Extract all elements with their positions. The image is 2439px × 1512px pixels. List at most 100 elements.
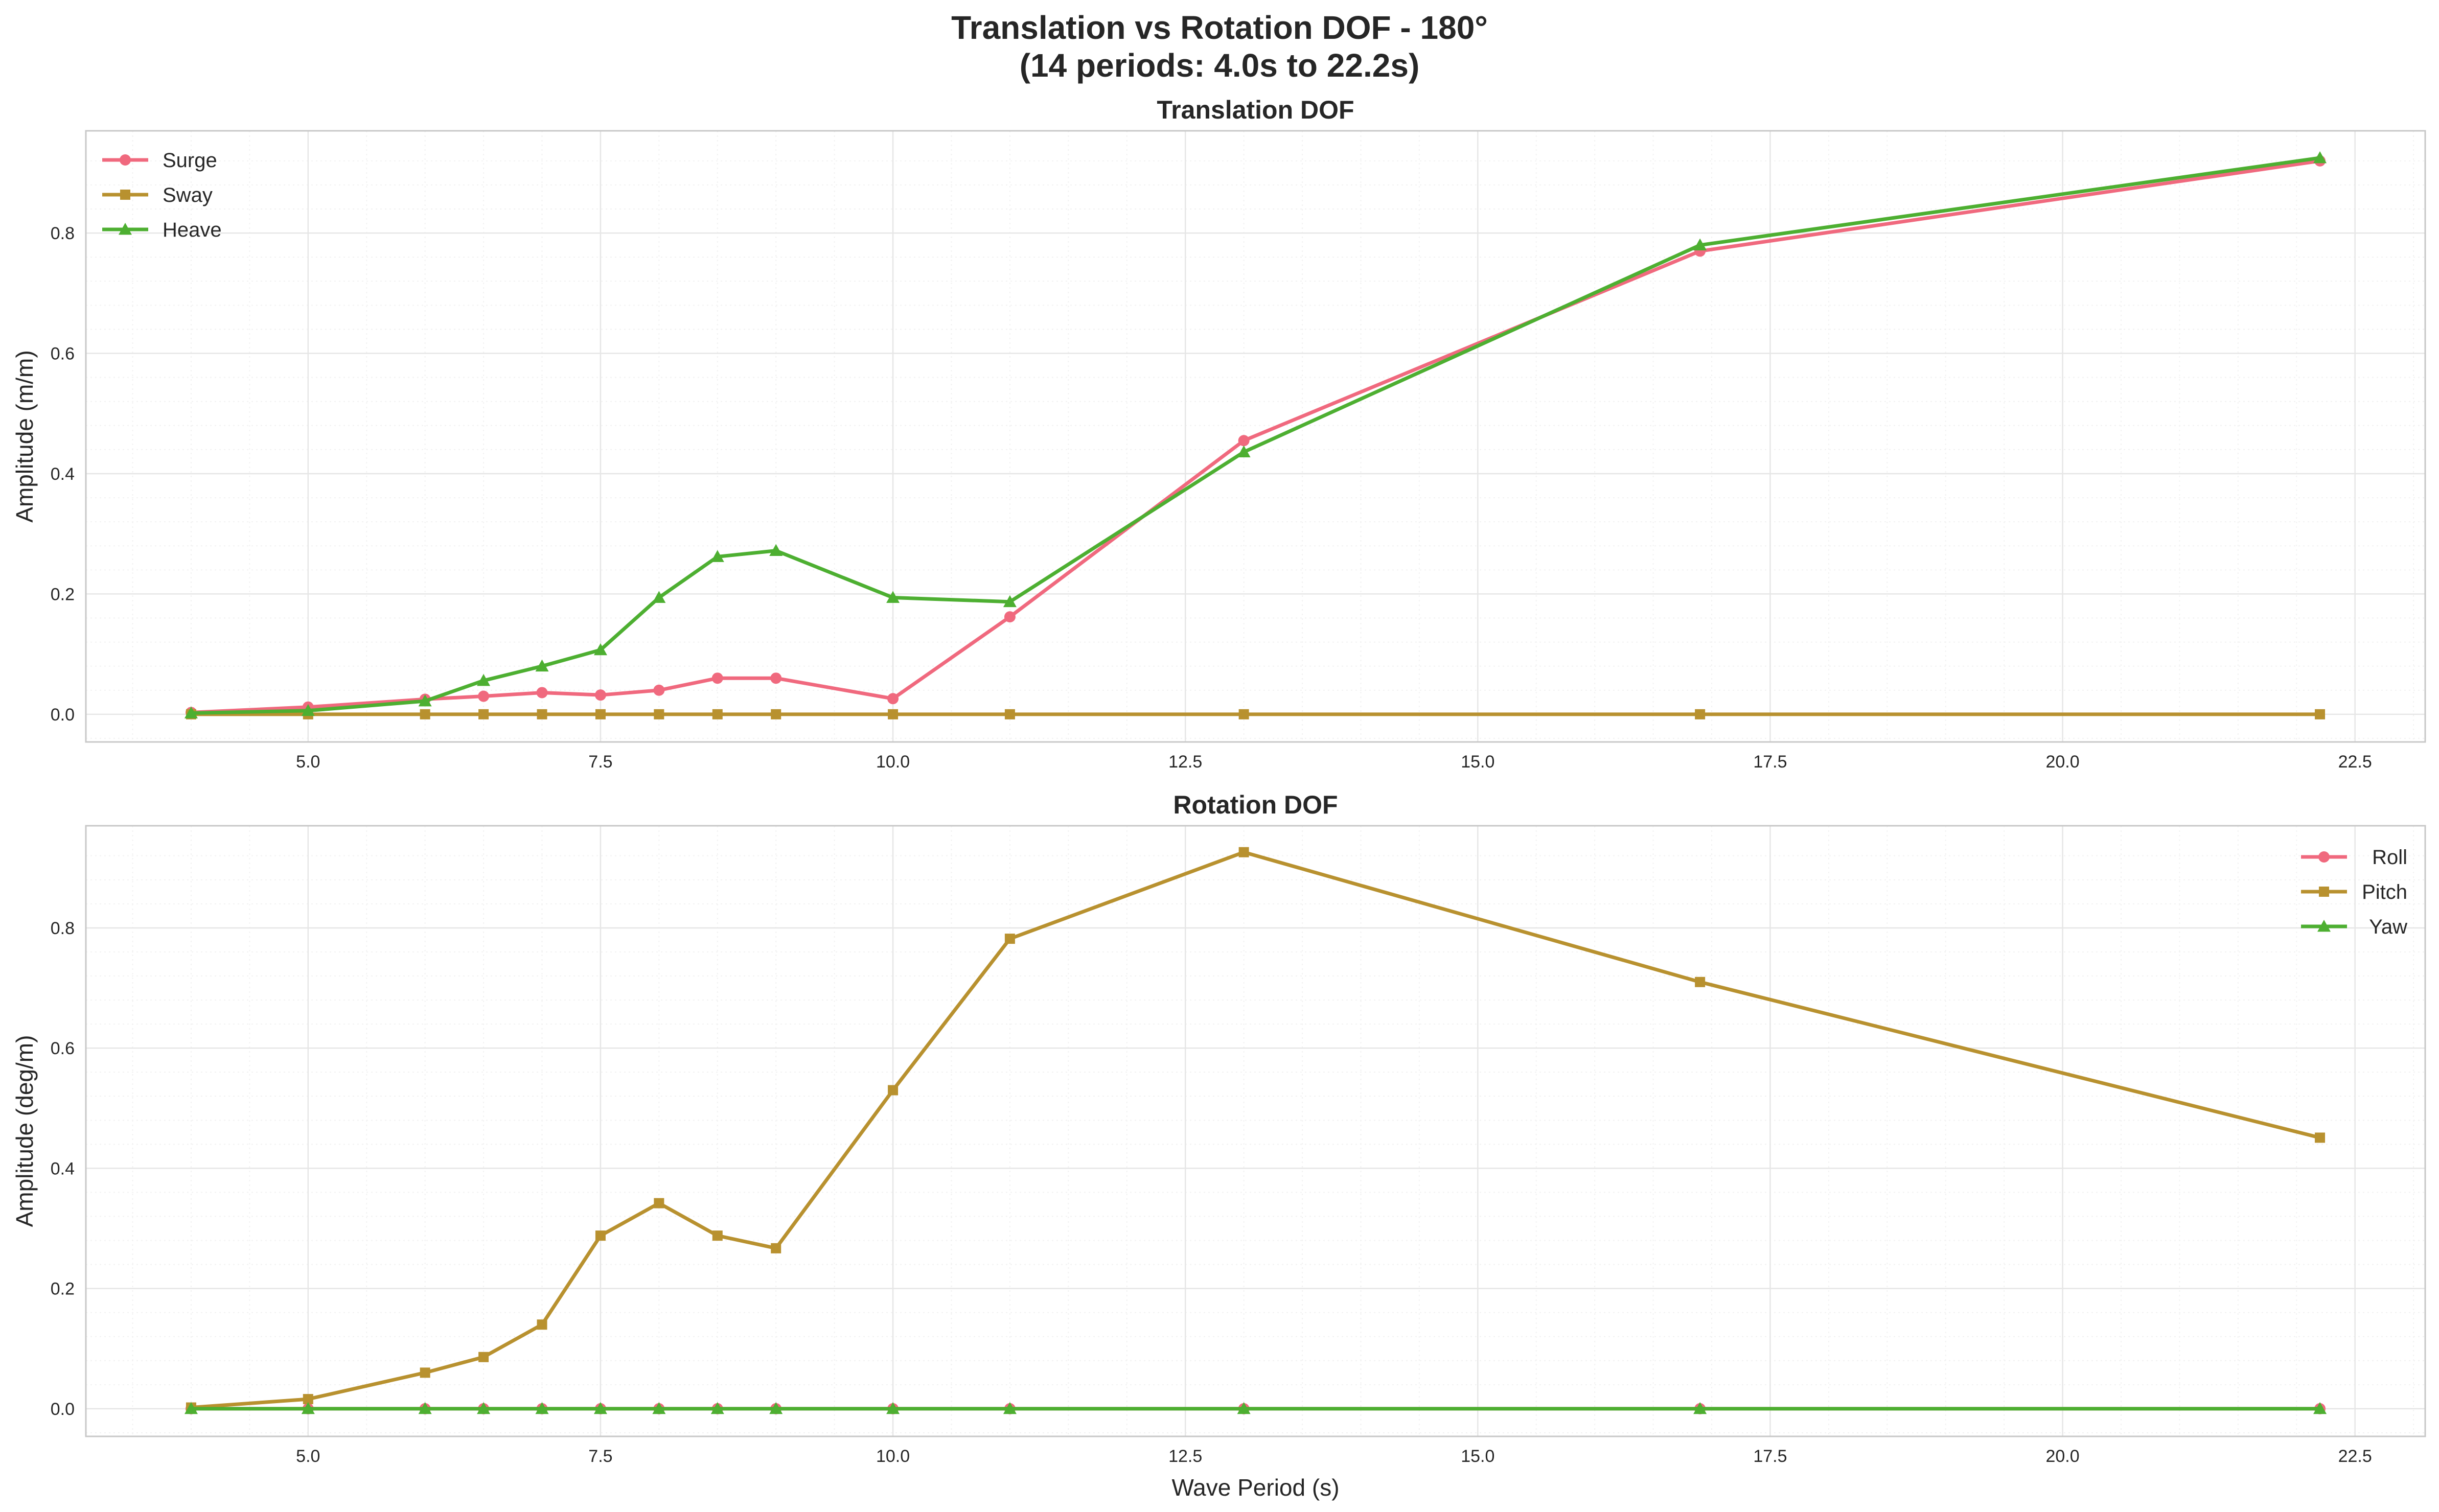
sway-point bbox=[420, 709, 430, 719]
heave-point bbox=[477, 673, 491, 686]
sway-point bbox=[1004, 709, 1015, 719]
yaw-point bbox=[1693, 1402, 1707, 1414]
x-tick-label: 10.0 bbox=[876, 1447, 910, 1466]
x-tick-label: 22.5 bbox=[2338, 1447, 2372, 1466]
heave-point bbox=[1003, 595, 1017, 608]
y-tick-label: 0.4 bbox=[51, 1159, 75, 1178]
y-tick-label: 0.6 bbox=[51, 1039, 75, 1058]
y-axis-label: Amplitude (m/m) bbox=[11, 350, 38, 522]
surge-point bbox=[536, 687, 548, 699]
legend-label: Roll bbox=[2372, 846, 2407, 869]
sway-point bbox=[1695, 709, 1706, 719]
legend-marker bbox=[120, 190, 130, 200]
yaw-point bbox=[535, 1402, 549, 1414]
sway-point bbox=[2315, 709, 2326, 719]
pitch-point bbox=[654, 1198, 664, 1208]
pitch-point bbox=[420, 1367, 430, 1378]
pitch-point bbox=[1695, 976, 1706, 987]
legend-label: Surge bbox=[163, 149, 217, 172]
heave-point bbox=[652, 591, 666, 603]
heave-point bbox=[1693, 238, 1707, 251]
yaw-point bbox=[184, 1402, 198, 1414]
sway-point bbox=[771, 709, 781, 719]
x-tick-label: 22.5 bbox=[2338, 752, 2372, 772]
x-tick-label: 7.5 bbox=[588, 752, 612, 772]
legend-item-surge: Surge bbox=[102, 149, 217, 172]
chart-panels: 5.0 7.5 10.0 12.5 15.0 17.5 20.0 22.5 0.0 0.2 0.4 0… bbox=[11, 96, 2426, 1501]
panel-1: 5.0 7.5 10.0 12.5 15.0 17.5 20.0 22.5 0.0 0.2 0.4 0… bbox=[11, 96, 2426, 772]
heave-point bbox=[1237, 445, 1251, 458]
x-tick-label: 5.0 bbox=[296, 752, 320, 772]
sway-point bbox=[478, 709, 489, 719]
yaw-point bbox=[710, 1402, 724, 1414]
series-sway bbox=[186, 709, 2326, 719]
legend-item-pitch: Pitch bbox=[2301, 881, 2407, 903]
legend-marker bbox=[119, 223, 132, 235]
pitch-point bbox=[2315, 1132, 2326, 1143]
legend-item-sway: Sway bbox=[102, 184, 213, 206]
legend-label: Heave bbox=[163, 219, 222, 241]
heave-point bbox=[2313, 151, 2327, 164]
heave-line bbox=[191, 156, 2320, 715]
legend-label: Sway bbox=[163, 184, 213, 206]
series-heave bbox=[184, 151, 2327, 718]
yaw-point bbox=[886, 1402, 900, 1414]
legend-item-roll: Roll bbox=[2301, 846, 2407, 869]
axes-frame bbox=[85, 130, 2426, 743]
x-tick-label: 12.5 bbox=[1168, 1447, 1202, 1466]
yaw-point bbox=[652, 1402, 666, 1414]
x-tick-label: 5.0 bbox=[296, 1447, 320, 1466]
sway-point bbox=[712, 709, 723, 719]
pitch-point bbox=[537, 1319, 547, 1330]
surge-point bbox=[770, 672, 782, 684]
x-axis-label: Wave Period (s) bbox=[1171, 1474, 1339, 1501]
yaw-point bbox=[1003, 1402, 1017, 1414]
yaw-point bbox=[477, 1402, 491, 1414]
surge-point bbox=[1004, 611, 1016, 623]
y-tick-label: 0.0 bbox=[51, 705, 75, 725]
surge-point bbox=[887, 693, 899, 705]
axes-frame bbox=[85, 825, 2426, 1437]
pitch-point bbox=[478, 1352, 489, 1362]
heave-point bbox=[184, 706, 198, 718]
yaw-point bbox=[1237, 1402, 1251, 1414]
heave-point bbox=[535, 659, 549, 672]
legend: Roll Pitch Yaw bbox=[2301, 846, 2407, 938]
heave-point bbox=[710, 550, 724, 562]
legend-label: Pitch bbox=[2362, 881, 2407, 903]
series-pitch bbox=[186, 847, 2326, 1413]
legend-marker bbox=[2318, 851, 2330, 863]
y-tick-label: 0.0 bbox=[51, 1400, 75, 1419]
legend: Surge Sway Heave bbox=[102, 149, 222, 241]
y-tick-label: 0.6 bbox=[51, 344, 75, 364]
yaw-point bbox=[418, 1402, 432, 1414]
x-tick-label: 15.0 bbox=[1461, 1447, 1494, 1466]
x-tick-label: 17.5 bbox=[1753, 752, 1787, 772]
pitch-point bbox=[595, 1230, 606, 1241]
surge-point bbox=[1238, 435, 1250, 447]
pitch-point bbox=[1238, 847, 1249, 857]
figure-title-line2: (14 periods: 4.0s to 22.2s) bbox=[1020, 47, 1420, 84]
figure-title-line1: Translation vs Rotation DOF - 180° bbox=[951, 9, 1488, 46]
pitch-point bbox=[888, 1085, 899, 1096]
heave-point bbox=[301, 704, 315, 716]
yaw-point bbox=[301, 1402, 315, 1414]
legend-item-yaw: Yaw bbox=[2301, 916, 2407, 938]
surge-point bbox=[478, 690, 490, 702]
x-tick-label: 10.0 bbox=[876, 752, 910, 772]
y-tick-label: 0.2 bbox=[51, 585, 75, 604]
surge-point bbox=[594, 689, 606, 701]
yaw-point bbox=[769, 1402, 783, 1414]
y-tick-label: 0.8 bbox=[51, 224, 75, 243]
x-tick-label: 7.5 bbox=[588, 1447, 612, 1466]
x-tick-label: 17.5 bbox=[1753, 1447, 1787, 1466]
pitch-point bbox=[303, 1394, 313, 1405]
pitch-point bbox=[712, 1230, 723, 1241]
panel-2: 5.0 7.5 10.0 12.5 15.0 17.5 20.0 22.5 0.0 0.2 0.4 0… bbox=[11, 790, 2426, 1501]
surge-point bbox=[711, 672, 723, 684]
sway-point bbox=[654, 709, 664, 719]
y-tick-label: 0.2 bbox=[51, 1280, 75, 1299]
heave-point bbox=[769, 544, 783, 556]
